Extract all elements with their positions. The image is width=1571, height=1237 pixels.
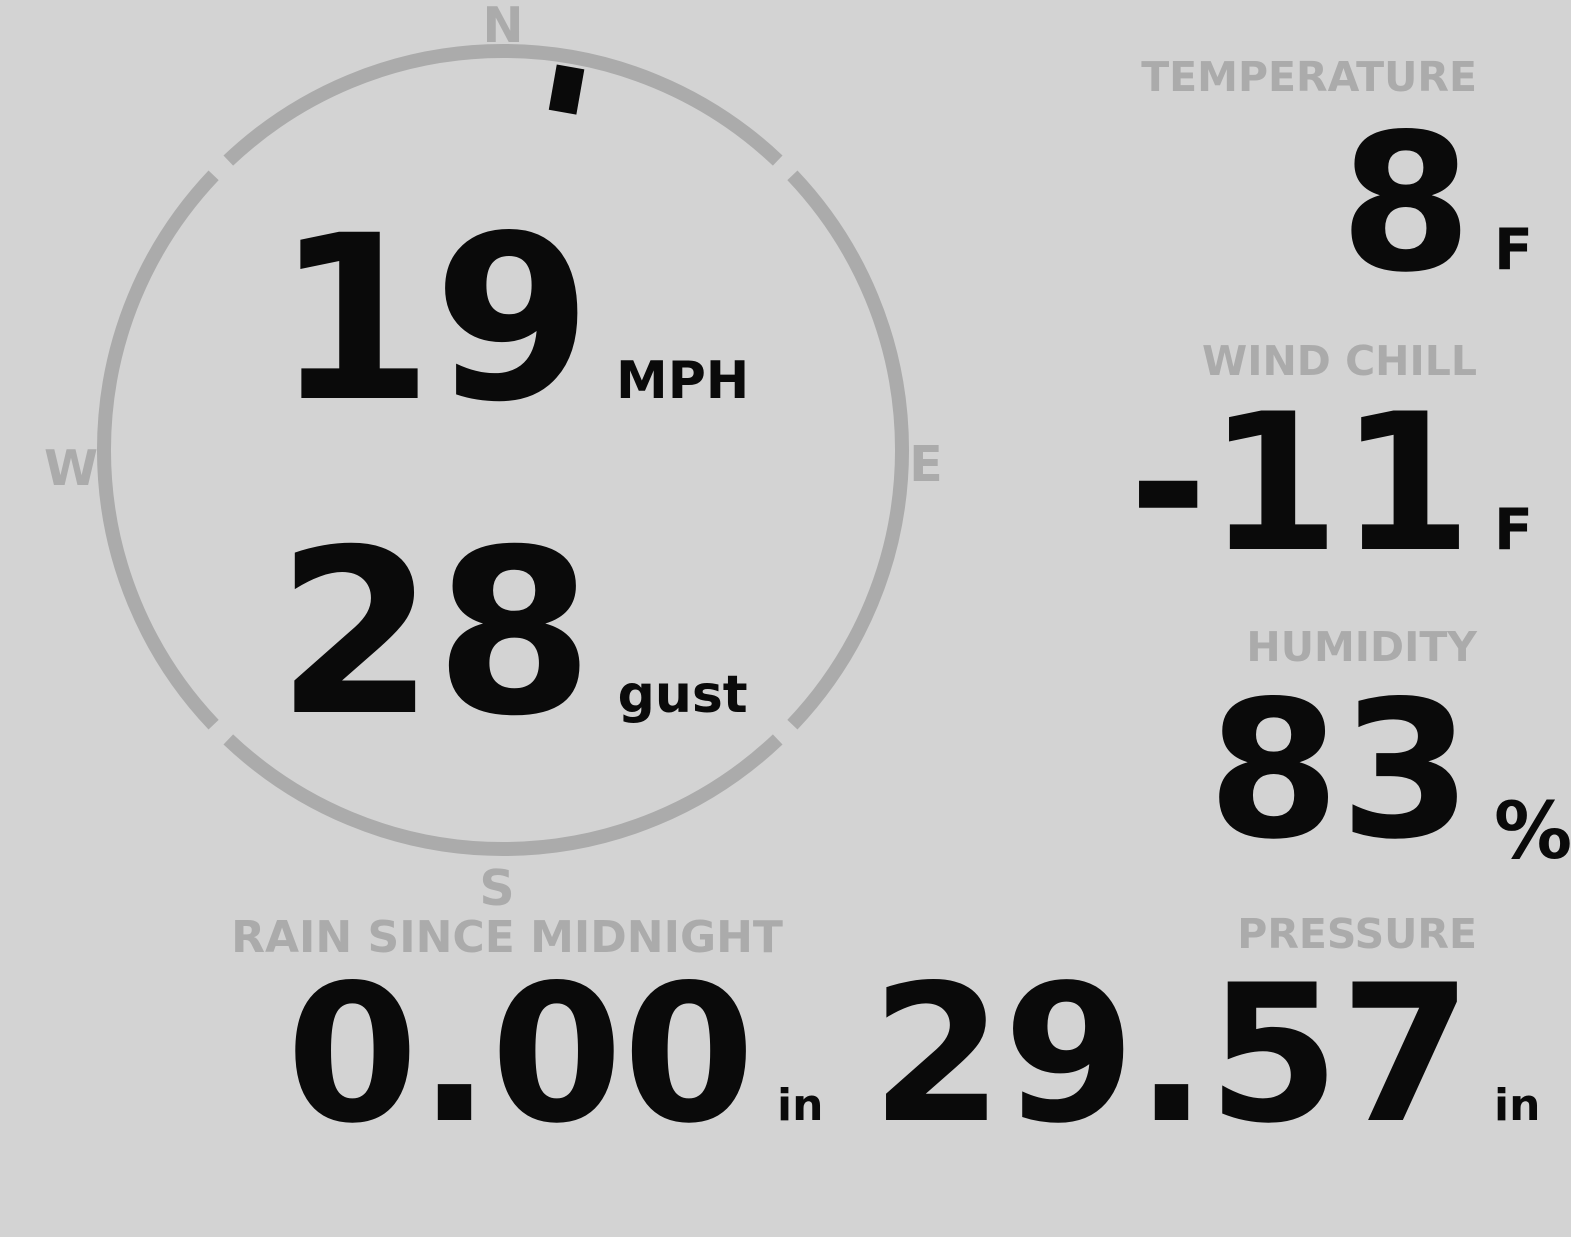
wind-gust-readout: 28 gust xyxy=(276,519,747,747)
compass-arc-east xyxy=(787,170,909,730)
wind-speed-readout: 19 MPH xyxy=(275,205,750,433)
pressure-value: 29.57 xyxy=(871,944,1472,1165)
wind-gust-value: 28 xyxy=(276,500,594,766)
compass-ring xyxy=(97,44,909,856)
pressure-label: PRESSURE xyxy=(1237,910,1477,958)
rain-unit: in xyxy=(777,1080,824,1131)
humidity-readout: 83 % xyxy=(1207,660,1571,881)
compass-north-label: N xyxy=(482,0,524,54)
humidity-label: HUMIDITY xyxy=(1246,623,1477,671)
compass-east-label: E xyxy=(909,436,943,493)
wind-chill-label: WIND CHILL xyxy=(1201,337,1477,385)
pressure-readout: 29.57 in xyxy=(871,960,1554,1150)
wind-speed-value: 19 xyxy=(274,186,592,452)
wind-gust-unit: gust xyxy=(617,665,748,725)
wind-speed-unit: MPH xyxy=(615,351,750,411)
pressure-unit: in xyxy=(1494,1080,1541,1131)
wind-compass: N E S W 19 MPH 28 gust xyxy=(0,0,1010,917)
temperature-readout: 8 F xyxy=(1340,109,1554,299)
rain-value: 0.00 xyxy=(286,944,755,1165)
wind-chill-readout: -11 F xyxy=(1129,389,1554,579)
temperature-label: TEMPERATURE xyxy=(1141,53,1477,101)
wind-chill-unit: F xyxy=(1494,497,1533,563)
compass-west-label: W xyxy=(43,440,99,497)
humidity-unit: % xyxy=(1494,787,1571,877)
rain-label: RAIN SINCE MIDNIGHT xyxy=(231,912,783,963)
wind-chill-value: -11 xyxy=(1128,373,1472,594)
compass-arc-south xyxy=(223,734,783,856)
temperature-value: 8 xyxy=(1339,93,1472,314)
compass-south-label: S xyxy=(479,860,515,917)
wind-direction-indicator xyxy=(548,64,585,115)
compass-arc-north xyxy=(223,44,783,166)
temperature-unit: F xyxy=(1494,217,1533,283)
compass-arc-west xyxy=(97,170,219,730)
humidity-value: 83 xyxy=(1207,660,1472,881)
rain-readout: 0.00 in xyxy=(286,960,837,1150)
compass-ring-graphic xyxy=(97,44,909,856)
